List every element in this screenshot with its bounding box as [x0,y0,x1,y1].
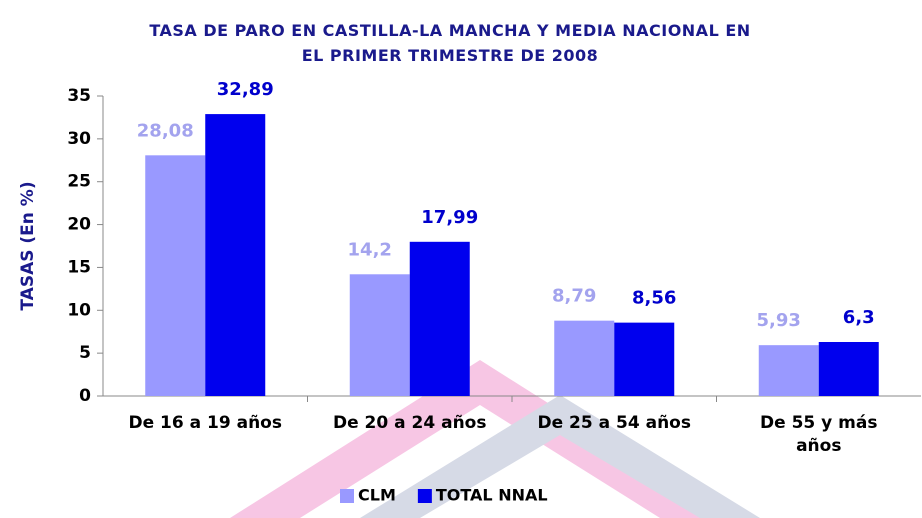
bar [758,345,819,396]
data-label: 32,89 [217,79,274,100]
watermark [230,360,730,518]
y-tick-label: 25 [67,172,91,192]
y-axis-title: TASAS (En %) [18,181,38,310]
bar [818,342,879,396]
data-label: 8,79 [552,286,596,307]
bar [554,320,615,396]
y-tick-label: 20 [67,215,91,235]
bar [145,155,206,396]
chart-title: TASA DE PARO EN CASTILLA-LA MANCHA Y MED… [149,21,751,65]
bar [205,114,266,396]
legend-swatch [417,489,432,503]
x-tick-label: De 25 a 54 años [537,413,691,433]
data-label: 17,99 [421,207,478,228]
data-label: 28,08 [137,120,194,141]
data-label: 5,93 [757,310,801,331]
x-tick-label: De 55 y más años [760,413,878,456]
y-tick-label: 30 [67,129,91,149]
y-tick-label: 15 [67,257,91,277]
y-tick-label: 35 [67,86,91,106]
data-label: 8,56 [632,288,676,309]
bar [349,274,410,396]
y-tick-label: 5 [79,343,91,363]
bar [409,241,470,396]
x-tick-label: De 16 a 19 años [128,413,282,433]
bar [614,322,675,396]
x-tick-label: De 20 a 24 años [333,413,487,433]
data-label: 6,3 [843,307,875,328]
y-tick-label: 10 [67,300,91,320]
legend-label: TOTAL NNAL [436,486,548,505]
data-label: 14,2 [348,239,392,260]
y-tick-label: 0 [79,386,91,406]
watermark [360,395,760,518]
legend-swatch [340,489,354,503]
legend-label: CLM [358,486,396,505]
